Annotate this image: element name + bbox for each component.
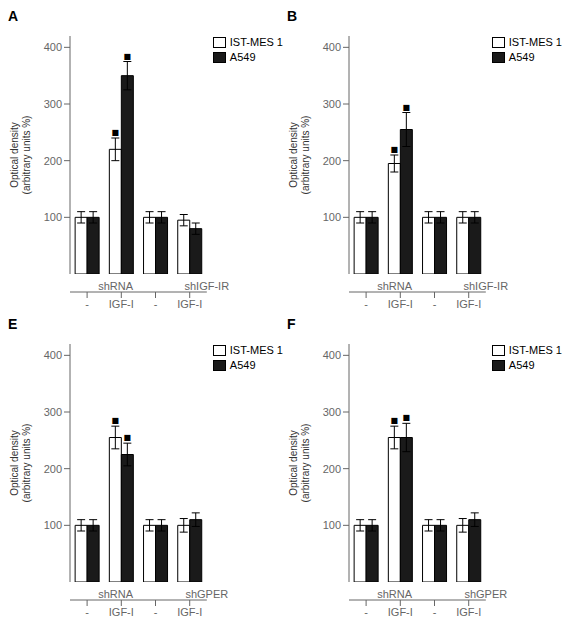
svg-text:■: ■ xyxy=(124,433,132,442)
svg-text:Optical density(arbitrary unit: Optical density(arbitrary units %) xyxy=(9,424,32,503)
svg-text:200: 200 xyxy=(323,463,341,475)
svg-text:shRNA: shRNA xyxy=(98,280,134,292)
html-text:IST-MES 1: IST-MES 1 xyxy=(229,344,283,356)
html-text:IST-MES 1: IST-MES 1 xyxy=(508,344,562,356)
svg-text:-: - xyxy=(154,298,158,310)
svg-text:200: 200 xyxy=(44,155,62,167)
svg-text:-: - xyxy=(85,606,89,618)
svg-text:Optical density(arbitrary unit: Optical density(arbitrary units %) xyxy=(288,424,311,503)
html-text:A549: A549 xyxy=(508,51,535,63)
html-text:IST-MES 1: IST-MES 1 xyxy=(229,36,283,48)
svg-text:200: 200 xyxy=(44,463,62,475)
html-text:IST-MES 1: IST-MES 1 xyxy=(508,36,562,48)
svg-text:shRNA: shRNA xyxy=(377,588,413,600)
svg-text:■: ■ xyxy=(112,416,120,425)
svg-text:IGF-I: IGF-I xyxy=(388,298,413,310)
svg-text:shIGF-IR: shIGF-IR xyxy=(185,280,230,292)
html-text:A549: A549 xyxy=(229,51,256,63)
svg-text:100: 100 xyxy=(44,519,62,531)
svg-text:IGF-I: IGF-I xyxy=(109,298,134,310)
svg-text:400: 400 xyxy=(44,41,62,53)
svg-text:300: 300 xyxy=(44,406,62,418)
svg-text:300: 300 xyxy=(44,98,62,110)
svg-text:-: - xyxy=(154,606,158,618)
svg-text:■: ■ xyxy=(403,103,411,112)
svg-text:400: 400 xyxy=(323,349,341,361)
svg-text:IGF-I: IGF-I xyxy=(109,606,134,618)
svg-text:shGPER: shGPER xyxy=(464,588,507,600)
svg-text:300: 300 xyxy=(323,406,341,418)
svg-text:Optical density(arbitrary unit: Optical density(arbitrary units %) xyxy=(9,116,32,195)
html-text:E: E xyxy=(8,316,18,332)
svg-text:300: 300 xyxy=(323,98,341,110)
svg-text:-: - xyxy=(364,298,368,310)
svg-text:■: ■ xyxy=(403,413,411,422)
svg-text:100: 100 xyxy=(323,211,341,223)
svg-text:400: 400 xyxy=(323,41,341,53)
svg-text:Optical density(arbitrary unit: Optical density(arbitrary units %) xyxy=(288,116,311,195)
svg-text:100: 100 xyxy=(323,519,341,531)
svg-text:-: - xyxy=(85,298,89,310)
svg-text:IGF-I: IGF-I xyxy=(177,606,202,618)
svg-text:-: - xyxy=(433,606,437,618)
html-text:A: A xyxy=(8,8,19,24)
svg-text:shRNA: shRNA xyxy=(98,588,134,600)
html-text:A549: A549 xyxy=(229,359,256,371)
svg-text:shRNA: shRNA xyxy=(377,280,413,292)
svg-text:-: - xyxy=(364,606,368,618)
svg-text:■: ■ xyxy=(112,128,120,137)
svg-text:IGF-I: IGF-I xyxy=(456,606,481,618)
html-text:B: B xyxy=(287,8,298,24)
svg-text:IGF-I: IGF-I xyxy=(456,298,481,310)
svg-text:IGF-I: IGF-I xyxy=(177,298,202,310)
svg-text:400: 400 xyxy=(44,349,62,361)
svg-text:100: 100 xyxy=(44,211,62,223)
html-text:F: F xyxy=(287,316,296,332)
svg-text:shGPER: shGPER xyxy=(185,588,228,600)
svg-text:-: - xyxy=(433,298,437,310)
svg-text:■: ■ xyxy=(391,416,399,425)
svg-text:■: ■ xyxy=(391,145,399,154)
svg-text:IGF-I: IGF-I xyxy=(388,606,413,618)
html-text:A549: A549 xyxy=(508,359,535,371)
svg-text:shIGF-IR: shIGF-IR xyxy=(464,280,509,292)
svg-text:200: 200 xyxy=(323,155,341,167)
svg-text:■: ■ xyxy=(124,52,132,61)
